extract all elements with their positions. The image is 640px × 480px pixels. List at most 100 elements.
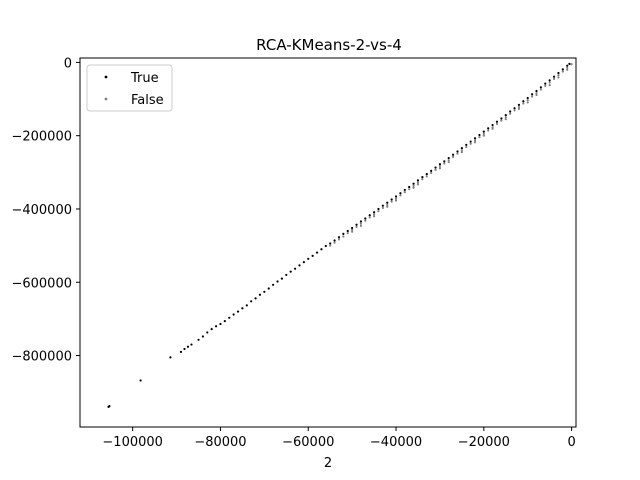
point-false-27 xyxy=(447,159,450,162)
point-false-60 xyxy=(438,167,442,170)
point-false-43 xyxy=(517,106,521,109)
legend-label-false: False xyxy=(131,93,164,108)
point-false-17 xyxy=(403,191,406,194)
plot-frame xyxy=(79,57,577,428)
point-false-28 xyxy=(452,155,455,159)
point-true-51 xyxy=(386,201,389,204)
point-true-14 xyxy=(223,320,226,323)
point-false-56 xyxy=(351,230,354,233)
point-true-58 xyxy=(416,179,420,182)
point-false-50 xyxy=(548,81,551,84)
point-true-33 xyxy=(307,257,310,260)
point-false-32 xyxy=(469,142,472,145)
point-false-69 xyxy=(447,160,450,164)
point-false-40 xyxy=(504,116,507,119)
point-true-88 xyxy=(548,79,551,82)
point-false-73 xyxy=(535,93,538,97)
point-true-57 xyxy=(412,182,415,185)
point-false-23 xyxy=(430,171,433,175)
point-false-6 xyxy=(355,225,358,229)
point-false-12 xyxy=(381,206,384,209)
point-true-17 xyxy=(236,310,240,313)
point-true-24 xyxy=(267,287,270,290)
point-true-23 xyxy=(263,290,266,293)
point-true-56 xyxy=(408,185,411,189)
point-false-18 xyxy=(408,188,411,191)
point-false-52 xyxy=(557,74,560,77)
point-false-63 xyxy=(504,118,507,121)
point-false-20 xyxy=(416,181,420,184)
plot-points xyxy=(107,62,573,408)
x-tick-label: −40000 xyxy=(370,435,422,450)
point-true-87 xyxy=(544,82,547,85)
point-true-21 xyxy=(254,297,257,300)
point-true-71 xyxy=(473,137,477,140)
point-true-44 xyxy=(355,223,358,226)
point-true-12 xyxy=(214,325,218,328)
point-false-16 xyxy=(399,194,402,197)
point-true-8 xyxy=(197,338,200,341)
point-false-67 xyxy=(386,205,389,208)
point-true-18 xyxy=(241,307,244,310)
y-tick-label: −400000 xyxy=(11,203,72,218)
point-true-54 xyxy=(399,192,402,195)
point-true-28 xyxy=(285,273,288,277)
point-true-52 xyxy=(390,198,393,201)
point-true-46 xyxy=(364,217,367,220)
point-false-64 xyxy=(526,101,529,104)
point-true-22 xyxy=(258,293,262,296)
point-false-48 xyxy=(539,88,542,91)
point-true-77 xyxy=(500,117,503,120)
point-true-83 xyxy=(526,96,529,100)
point-false-3 xyxy=(342,235,345,238)
point-true-26 xyxy=(276,280,279,283)
chart-title: RCA-KMeans-2-vs-4 xyxy=(256,36,402,54)
point-false-41 xyxy=(509,112,512,115)
point-true-3 xyxy=(169,356,172,359)
point-true-68 xyxy=(460,147,463,150)
point-false-11 xyxy=(377,210,380,213)
point-true-62 xyxy=(434,166,437,169)
y-tick-label: −800000 xyxy=(11,350,72,365)
point-false-29 xyxy=(456,152,459,155)
point-true-41 xyxy=(342,232,345,235)
point-false-47 xyxy=(535,92,538,95)
point-true-90 xyxy=(557,71,560,75)
point-true-76 xyxy=(495,120,499,123)
point-false-26 xyxy=(443,162,446,165)
point-true-7 xyxy=(190,343,193,346)
series-false xyxy=(329,63,573,247)
point-true-6 xyxy=(186,345,190,348)
point-true-29 xyxy=(289,270,292,273)
point-true-38 xyxy=(329,242,332,245)
point-true-35 xyxy=(315,251,319,254)
legend-marker-false xyxy=(104,97,108,101)
point-false-39 xyxy=(500,119,503,122)
y-tick-label: −600000 xyxy=(11,276,72,291)
point-true-73 xyxy=(482,130,485,133)
point-false-65 xyxy=(548,84,551,87)
point-true-45 xyxy=(359,220,363,223)
point-true-67 xyxy=(456,150,459,153)
point-false-21 xyxy=(421,178,424,181)
point-false-25 xyxy=(438,165,442,168)
point-false-8 xyxy=(364,219,367,222)
x-tick-label: −60000 xyxy=(282,435,334,450)
point-true-79 xyxy=(509,110,512,113)
point-false-13 xyxy=(386,203,389,207)
point-true-5 xyxy=(183,347,186,351)
point-false-68 xyxy=(412,186,415,189)
point-false-49 xyxy=(544,84,547,87)
point-true-25 xyxy=(272,283,275,286)
point-false-55 xyxy=(570,63,573,66)
point-false-0 xyxy=(329,244,332,247)
point-false-75 xyxy=(566,68,569,71)
point-true-39 xyxy=(333,239,336,242)
point-false-66 xyxy=(359,224,363,227)
point-false-44 xyxy=(522,102,525,105)
point-true-84 xyxy=(531,93,534,96)
point-true-55 xyxy=(403,188,406,192)
point-true-37 xyxy=(324,244,327,248)
point-false-9 xyxy=(368,216,371,219)
